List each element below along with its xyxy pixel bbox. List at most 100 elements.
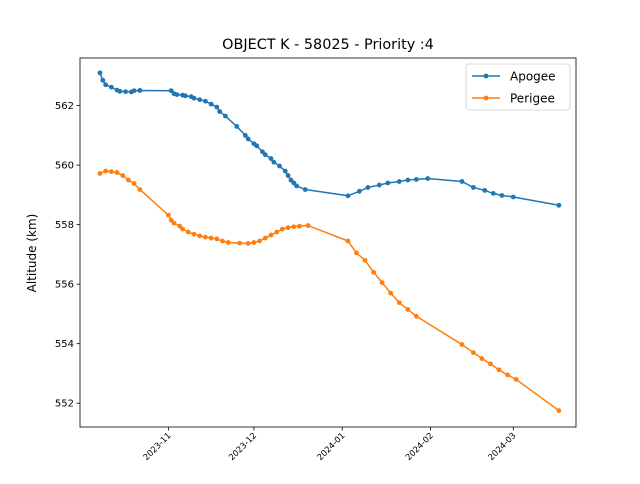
y-tick-label: 556 (55, 280, 74, 291)
data-point-perigee (362, 257, 368, 263)
data-point-perigee (214, 236, 220, 242)
data-point-perigee (388, 290, 394, 296)
data-point-perigee (459, 342, 465, 347)
data-point-perigee (191, 231, 197, 237)
data-point-perigee (120, 173, 126, 178)
data-point-apogee (131, 88, 137, 94)
data-point-perigee (168, 217, 174, 223)
data-point-perigee (131, 181, 137, 186)
data-point-perigee (513, 376, 519, 382)
data-point-apogee (234, 124, 240, 129)
data-point-perigee (297, 223, 302, 229)
data-point-apogee (385, 180, 391, 186)
data-point-apogee (302, 187, 308, 192)
data-point-apogee (208, 101, 214, 107)
data-point-apogee (490, 191, 496, 196)
data-point-perigee (505, 372, 510, 378)
data-point-perigee (197, 233, 203, 239)
data-point-perigee (268, 232, 274, 238)
data-point-apogee (413, 177, 419, 182)
data-point-apogee (288, 177, 294, 183)
data-point-perigee (225, 240, 231, 245)
data-point-apogee (482, 188, 488, 193)
y-axis-label: Altitude (km) (25, 214, 39, 293)
legend-item-perigee: Perigee (472, 92, 555, 106)
data-point-apogee (425, 176, 431, 181)
data-point-apogee (510, 194, 516, 200)
data-point-perigee (305, 223, 311, 228)
data-point-apogee (356, 188, 362, 194)
data-point-apogee (499, 193, 505, 198)
data-point-perigee (126, 177, 131, 183)
legend: Apogee Perigee (465, 63, 571, 111)
data-point-perigee (496, 367, 502, 373)
data-point-apogee (291, 180, 297, 186)
legend-item-apogee: Apogee (472, 70, 556, 84)
legend-label-apogee: Apogee (510, 70, 556, 84)
data-point-perigee (245, 240, 251, 246)
data-point-perigee (171, 220, 177, 226)
data-point-apogee (197, 97, 203, 103)
data-point-perigee (251, 240, 257, 245)
y-tick-label: 560 (55, 161, 74, 172)
data-point-perigee (137, 187, 143, 192)
data-point-perigee (165, 212, 171, 218)
data-point-apogee (97, 70, 103, 76)
data-point-perigee (479, 356, 485, 361)
data-point-apogee (470, 185, 476, 190)
data-point-apogee (214, 104, 220, 110)
data-point-apogee (556, 202, 562, 208)
series-apogee (97, 70, 562, 208)
data-point-apogee (376, 182, 382, 188)
data-point-perigee (237, 240, 243, 246)
y-tick-label: 552 (55, 399, 74, 410)
data-point-apogee (405, 177, 411, 183)
data-point-apogee (203, 98, 208, 104)
data-point-apogee (254, 143, 260, 149)
data-point-apogee (222, 113, 228, 119)
data-point-apogee (174, 92, 180, 97)
data-point-apogee (285, 173, 291, 178)
data-point-perigee (185, 229, 191, 235)
data-point-apogee (268, 156, 274, 161)
data-point-apogee (242, 132, 248, 138)
data-point-apogee (365, 185, 371, 190)
data-point-perigee (180, 226, 186, 232)
data-point-perigee (114, 170, 120, 175)
data-point-apogee (262, 152, 268, 158)
data-point-perigee (274, 229, 280, 235)
data-point-perigee (291, 224, 297, 230)
data-point-perigee (379, 280, 385, 286)
chart-title: OBJECT K - 58025 - Priority :4 (222, 37, 434, 53)
y-axis: 552 554 556 558 560 562 (55, 101, 80, 410)
data-point-perigee (220, 238, 225, 244)
data-point-perigee (97, 171, 103, 176)
data-point-apogee (260, 149, 265, 155)
legend-marker-perigee (483, 95, 489, 101)
data-point-perigee (405, 307, 411, 312)
data-point-apogee (277, 163, 282, 169)
data-point-perigee (488, 361, 493, 367)
y-tick-label: 554 (55, 339, 74, 350)
legend-label-perigee: Perigee (510, 92, 555, 106)
data-point-apogee (137, 88, 143, 93)
data-point-perigee (262, 235, 268, 241)
data-point-apogee (294, 183, 300, 189)
plot-frame (79, 57, 577, 428)
data-point-apogee (345, 193, 351, 199)
data-point-apogee (191, 95, 197, 101)
data-point-apogee (271, 159, 277, 165)
plot-area (97, 70, 562, 414)
data-point-perigee (203, 234, 208, 240)
data-point-perigee (257, 238, 262, 244)
data-point-apogee (168, 88, 174, 94)
legend-marker-apogee (483, 73, 489, 79)
data-point-perigee (108, 169, 114, 175)
data-point-perigee (103, 168, 109, 174)
data-point-perigee (396, 300, 402, 306)
data-point-perigee (413, 313, 419, 319)
data-point-perigee (208, 235, 214, 241)
data-point-perigee (470, 350, 476, 355)
data-point-apogee (108, 84, 114, 90)
